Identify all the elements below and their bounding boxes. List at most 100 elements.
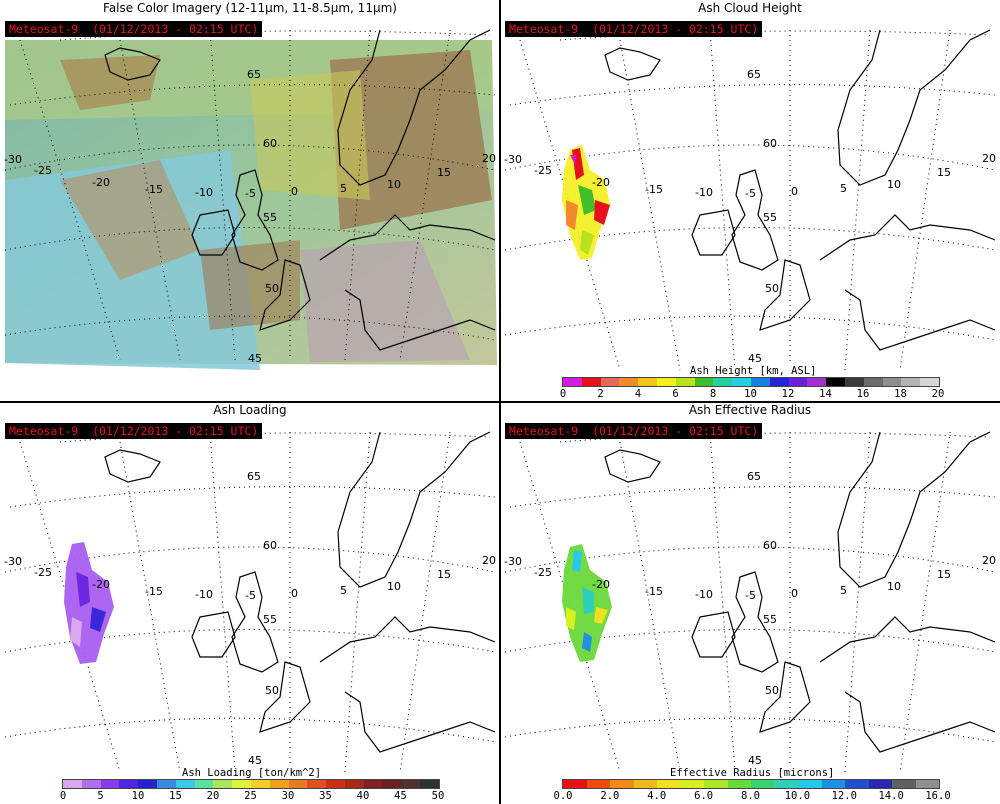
longitude-label: 0 <box>791 587 798 600</box>
ash-plume <box>64 542 114 664</box>
ash-effective-radius-panel: 65 60 55 50 45 -30 -25 -20 -15 -10 -5 0 5 10 15 20 Ash … <box>500 402 1000 804</box>
latitude-label: 50 <box>265 684 279 697</box>
colorbar-tick-label: 20 <box>931 388 945 400</box>
colorbar-swatch <box>232 780 251 788</box>
colorbar-swatch <box>213 780 233 788</box>
latitude-label: 65 <box>747 470 761 483</box>
colorbar-swatch <box>920 378 939 386</box>
latitude-label: 50 <box>765 282 779 295</box>
colorbar-swatch <box>344 780 364 788</box>
longitude-label: 0 <box>791 185 798 198</box>
longitude-label: 15 <box>437 166 451 179</box>
colorbar-swatch <box>619 378 639 386</box>
latitude-label: 55 <box>263 211 277 224</box>
satellite-timestamp: Meteosat-9 (01/12/2013 - 02:15 UTC) <box>5 423 263 439</box>
colorbar-tick-label: 10 <box>131 790 145 802</box>
latitude-label: 65 <box>247 68 261 81</box>
longitude-label: -15 <box>645 585 663 598</box>
satellite-timestamp: Meteosat-9 (01/12/2013 - 02:15 UTC) <box>505 423 763 439</box>
effective-radius-map: 65 60 55 50 45 -30 -25 -20 -15 -10 -5 0 5 10 15 20 <box>504 431 996 773</box>
colorbar-swatch <box>269 780 289 788</box>
colorbar-swatch <box>63 780 82 788</box>
colorbar-swatch <box>750 378 770 386</box>
longitude-label: 10 <box>887 580 901 593</box>
longitude-label: -10 <box>195 186 213 199</box>
colorbar-tick-label: 12 <box>781 388 795 400</box>
longitude-label: 20 <box>482 152 496 165</box>
colorbar-swatch <box>882 378 902 386</box>
longitude-label: -10 <box>695 186 713 199</box>
colorbar-swatch <box>774 780 798 788</box>
colorbar-swatch <box>807 378 827 386</box>
colorbar-title: Ash Height [km, ASL] <box>688 365 819 377</box>
longitude-label: -5 <box>245 187 256 200</box>
longitude-label: -30 <box>504 555 522 568</box>
colorbar-swatch <box>119 780 139 788</box>
colorbar-tick-label: 50 <box>431 790 445 802</box>
ash-plume <box>562 145 610 260</box>
latitude-label: 60 <box>763 137 777 150</box>
longitude-label: -15 <box>145 585 163 598</box>
longitude-label: 20 <box>982 152 996 165</box>
colorbar-swatch <box>600 378 620 386</box>
colorbar-swatch <box>420 780 439 788</box>
latitude-label: 45 <box>748 352 762 365</box>
longitude-label: -5 <box>745 589 756 602</box>
panel-title: Ash Cloud Height <box>698 1 802 15</box>
colorbar-swatch <box>382 780 402 788</box>
colorbar-swatch <box>326 780 345 788</box>
colorbar-tick-label: 0 <box>59 790 67 802</box>
panel-divider-horizontal <box>0 401 1000 403</box>
colorbar-swatch <box>363 780 383 788</box>
colorbar-swatch <box>892 780 916 788</box>
ash-loading-map: 65 60 55 50 45 -30 -25 -20 -15 -10 -5 0 5 10 15 20 <box>4 431 496 773</box>
panel-title: Ash Loading <box>213 403 287 417</box>
longitude-label: -15 <box>145 183 163 196</box>
colorbar-tick-label: 6 <box>672 388 679 400</box>
colorbar-tick-label: 16.0 <box>925 790 951 802</box>
colorbar-swatch <box>307 780 327 788</box>
longitude-label: 10 <box>887 178 901 191</box>
latitude-label: 50 <box>765 684 779 697</box>
colorbar-tick-label: 10 <box>744 388 757 400</box>
colorbar-swatch <box>915 780 939 788</box>
longitude-label: -25 <box>34 566 52 579</box>
colorbar-swatch <box>288 780 308 788</box>
longitude-label: 20 <box>982 554 996 567</box>
colorbar-swatch <box>675 378 695 386</box>
ash-height-colorbar <box>562 377 940 387</box>
longitude-label: 5 <box>840 182 847 195</box>
colorbar-tick-label: 14 <box>819 388 832 400</box>
colorbar-tick-label: 0 <box>559 388 567 400</box>
longitude-label: 10 <box>387 178 401 191</box>
colorbar-tick-label: 8 <box>709 388 717 400</box>
colorbar-swatch <box>563 378 582 386</box>
longitude-label: -20 <box>592 176 610 189</box>
longitude-label: -5 <box>745 187 756 200</box>
colorbar-tick-label: 10.0 <box>784 790 811 802</box>
latitude-label: 60 <box>763 539 777 552</box>
longitude-label: -15 <box>645 183 663 196</box>
latitude-label: 45 <box>748 754 762 767</box>
longitude-label: 20 <box>482 554 496 567</box>
colorbar-swatch <box>633 780 657 788</box>
longitude-label: -10 <box>695 588 713 601</box>
colorbar-swatch <box>845 780 869 788</box>
colorbar-swatch <box>868 780 892 788</box>
colorbar-swatch <box>657 780 681 788</box>
longitude-label: 5 <box>340 182 347 195</box>
colorbar-tick-label: 5 <box>97 790 104 802</box>
colorbar-swatch <box>138 780 157 788</box>
longitude-label: -10 <box>195 588 213 601</box>
colorbar-swatch <box>713 378 733 386</box>
colorbar-tick-label: 4 <box>634 388 642 400</box>
longitude-label: -20 <box>92 578 110 591</box>
colorbar-swatch <box>586 780 610 788</box>
longitude-label: 15 <box>937 568 951 581</box>
colorbar-tick-label: 12.0 <box>831 790 857 802</box>
longitude-label: -30 <box>504 153 522 166</box>
colorbar-swatch <box>732 378 751 386</box>
colorbar-swatch <box>610 780 634 788</box>
colorbar-swatch <box>680 780 704 788</box>
latitude-label: 60 <box>263 137 277 150</box>
